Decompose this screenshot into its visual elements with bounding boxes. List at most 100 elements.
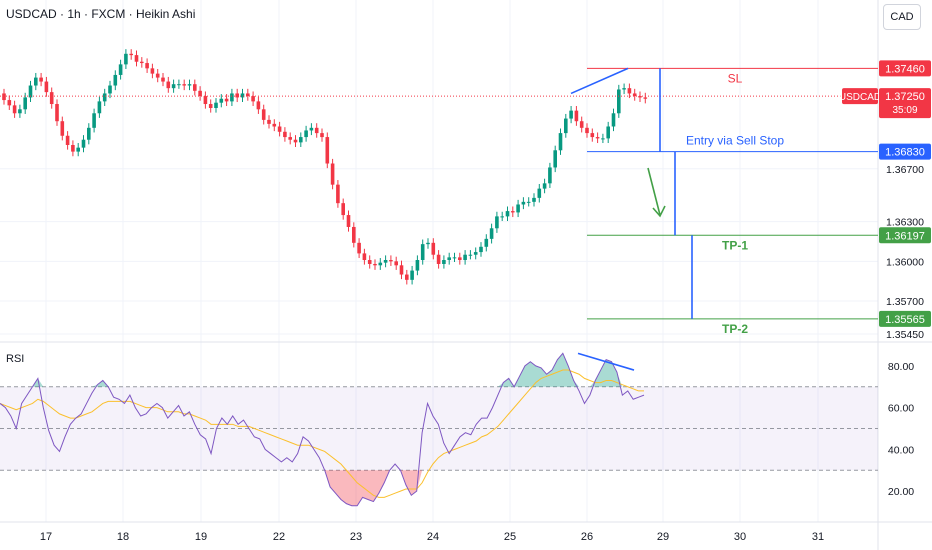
candle-body bbox=[420, 244, 425, 261]
price-axis-label: 1.36000 bbox=[886, 256, 924, 268]
candle-body bbox=[299, 137, 303, 143]
rsi-ma-line bbox=[0, 369, 644, 498]
trendline-price-highs bbox=[570, 67, 629, 95]
candle-body bbox=[362, 253, 367, 261]
candle-body bbox=[352, 226, 356, 243]
candle-body bbox=[7, 100, 12, 106]
candle-body bbox=[60, 121, 65, 136]
candle-body bbox=[452, 257, 457, 259]
current-price-countdown: 35:09 bbox=[892, 105, 917, 116]
current-price-value: 1.37250 bbox=[885, 91, 925, 103]
candle-body bbox=[230, 93, 234, 102]
candle-body bbox=[129, 53, 133, 56]
candle-body bbox=[34, 77, 38, 86]
candle-body bbox=[150, 68, 155, 74]
candle-body bbox=[288, 137, 292, 140]
candle-body bbox=[309, 127, 314, 131]
candle-body bbox=[187, 84, 192, 86]
candle-body bbox=[606, 126, 610, 139]
candle-body bbox=[325, 137, 330, 164]
price-axis-label: 1.35450 bbox=[886, 329, 924, 341]
candle-body bbox=[161, 77, 165, 82]
candle-body bbox=[214, 102, 218, 108]
candle-body bbox=[611, 113, 616, 127]
candle-body bbox=[224, 98, 229, 102]
candle-body bbox=[314, 127, 319, 134]
candle-body bbox=[479, 246, 483, 253]
candle-body bbox=[495, 216, 499, 229]
candle-body bbox=[500, 216, 504, 218]
candle-body bbox=[235, 93, 239, 98]
candle-body bbox=[171, 84, 176, 89]
candle-body bbox=[18, 109, 22, 114]
candle-body bbox=[521, 201, 526, 205]
candle-body bbox=[134, 55, 139, 62]
candle-body bbox=[336, 184, 340, 204]
candle-body bbox=[511, 211, 515, 213]
candle-body bbox=[28, 85, 33, 98]
candle-body bbox=[622, 88, 626, 90]
time-axis-label: 31 bbox=[812, 531, 824, 543]
candle-body bbox=[357, 242, 361, 254]
candle-body bbox=[155, 73, 160, 78]
candle-body bbox=[601, 138, 605, 140]
candle-body bbox=[537, 188, 542, 198]
level-label-SL: SL bbox=[728, 71, 743, 85]
candle-body bbox=[92, 113, 96, 128]
candle-body bbox=[558, 133, 563, 151]
candle-body bbox=[617, 89, 621, 114]
symbol-tag bbox=[842, 88, 878, 105]
rsi-pane-label: RSI bbox=[6, 353, 25, 365]
candle-body bbox=[468, 254, 473, 256]
chart-title: USDCAD · 1h · FXCM · Heikin Ashi bbox=[6, 7, 196, 21]
time-axis-label: 22 bbox=[273, 531, 285, 543]
candle-body bbox=[410, 270, 414, 280]
time-axis-label: 24 bbox=[427, 531, 439, 543]
candle-body bbox=[81, 139, 86, 148]
level-tag-text-SL: 1.37460 bbox=[885, 63, 925, 75]
time-axis-label: 19 bbox=[195, 531, 207, 543]
price-axis-label: 1.36300 bbox=[886, 217, 924, 229]
candle-body bbox=[405, 274, 409, 280]
candle-body bbox=[564, 118, 568, 134]
rsi-axis-label: 20.00 bbox=[888, 486, 914, 498]
candle-body bbox=[251, 96, 255, 102]
candle-body bbox=[458, 257, 462, 261]
candle-body bbox=[320, 133, 324, 138]
candle-body bbox=[283, 131, 287, 138]
candle-body bbox=[643, 97, 648, 99]
level-tag-tp2 bbox=[879, 310, 931, 327]
candle-body bbox=[463, 254, 467, 261]
candle-body bbox=[23, 97, 27, 110]
candle-body bbox=[632, 93, 637, 97]
candle-body bbox=[579, 121, 584, 128]
candle-body bbox=[71, 145, 75, 152]
candle-body bbox=[203, 96, 208, 105]
candle-body bbox=[394, 261, 398, 266]
time-axis-label: 23 bbox=[350, 531, 362, 543]
candle-body bbox=[574, 110, 579, 122]
candle-body bbox=[542, 183, 547, 189]
rsi-line bbox=[0, 352, 645, 507]
candle-body bbox=[548, 167, 552, 184]
candle-body bbox=[49, 92, 54, 105]
level-label-tp2: TP-2 bbox=[722, 322, 748, 336]
level-tag-text-tp1: 1.36197 bbox=[885, 230, 925, 242]
candle-body bbox=[277, 126, 282, 132]
candle-body bbox=[389, 260, 393, 262]
candle-body bbox=[553, 150, 557, 168]
level-tag-text-entry: 1.36830 bbox=[885, 147, 925, 159]
candle-body bbox=[532, 197, 536, 202]
candle-body bbox=[442, 260, 446, 264]
candle-body bbox=[346, 215, 351, 227]
level-label-tp1: TP-1 bbox=[722, 238, 748, 252]
candle-body bbox=[113, 74, 118, 86]
candle-body bbox=[436, 254, 441, 264]
candle-body bbox=[431, 242, 436, 255]
currency-button[interactable]: CAD bbox=[883, 4, 921, 30]
candle-body bbox=[304, 130, 308, 138]
candle-body bbox=[124, 53, 128, 65]
time-axis-label: 18 bbox=[117, 531, 129, 543]
candle-body bbox=[55, 104, 59, 122]
